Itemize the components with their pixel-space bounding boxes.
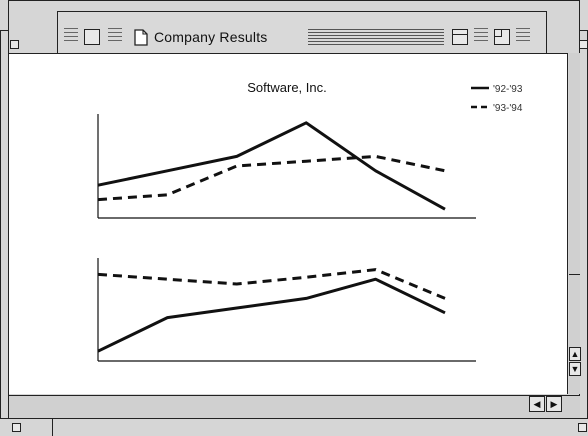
chart-title: Software, Inc. — [247, 80, 326, 95]
divider — [52, 419, 53, 436]
grip-lines-icon — [64, 28, 78, 42]
legend-label-2: '93-'94 — [493, 103, 523, 114]
grip-lines-icon — [516, 28, 530, 42]
scroll-down-button[interactable]: ▼ — [569, 362, 581, 376]
vertical-scrollbar[interactable] — [569, 53, 580, 394]
grip-lines-icon — [108, 28, 122, 42]
bottom-chart-series-2-line — [97, 268, 446, 300]
bottom-chart-series — [97, 268, 446, 353]
chart-canvas: Software, Inc. '92-'93 '93-'94 — [97, 80, 523, 362]
scroll-up-button[interactable]: ▲ — [569, 347, 581, 361]
title-bar-stripes — [308, 29, 444, 45]
grip-lines-icon — [474, 28, 488, 42]
title-bar[interactable]: Company Results — [57, 11, 547, 53]
top-chart-series-2-line — [97, 154, 446, 202]
scroll-right-button[interactable]: ▶ — [546, 396, 562, 412]
document-icon — [134, 29, 148, 46]
zoom-box-icon[interactable] — [452, 29, 468, 45]
background-box-icon — [12, 423, 21, 432]
collapse-box-icon[interactable] — [494, 29, 510, 45]
background-close-box-icon — [579, 40, 588, 49]
top-chart-series-1-line — [97, 121, 446, 211]
legend-label-1: '92-'93 — [493, 84, 523, 95]
company-results-window: Company Results Software, Inc. '92-'93 '… — [8, 0, 581, 418]
horizontal-scrollbar[interactable] — [9, 395, 580, 418]
close-box-icon[interactable] — [84, 29, 100, 45]
bottom-chart-series-1-line — [97, 277, 446, 353]
window-title: Company Results — [154, 29, 268, 45]
background-box-icon — [578, 423, 587, 432]
top-chart-series — [97, 121, 446, 211]
background-window-bar — [0, 418, 588, 436]
scroll-left-button[interactable]: ◀ — [529, 396, 545, 412]
chart-content-area: Software, Inc. '92-'93 '93-'94 — [9, 53, 568, 394]
scroll-divider — [569, 274, 580, 275]
background-close-box-icon — [10, 40, 19, 49]
